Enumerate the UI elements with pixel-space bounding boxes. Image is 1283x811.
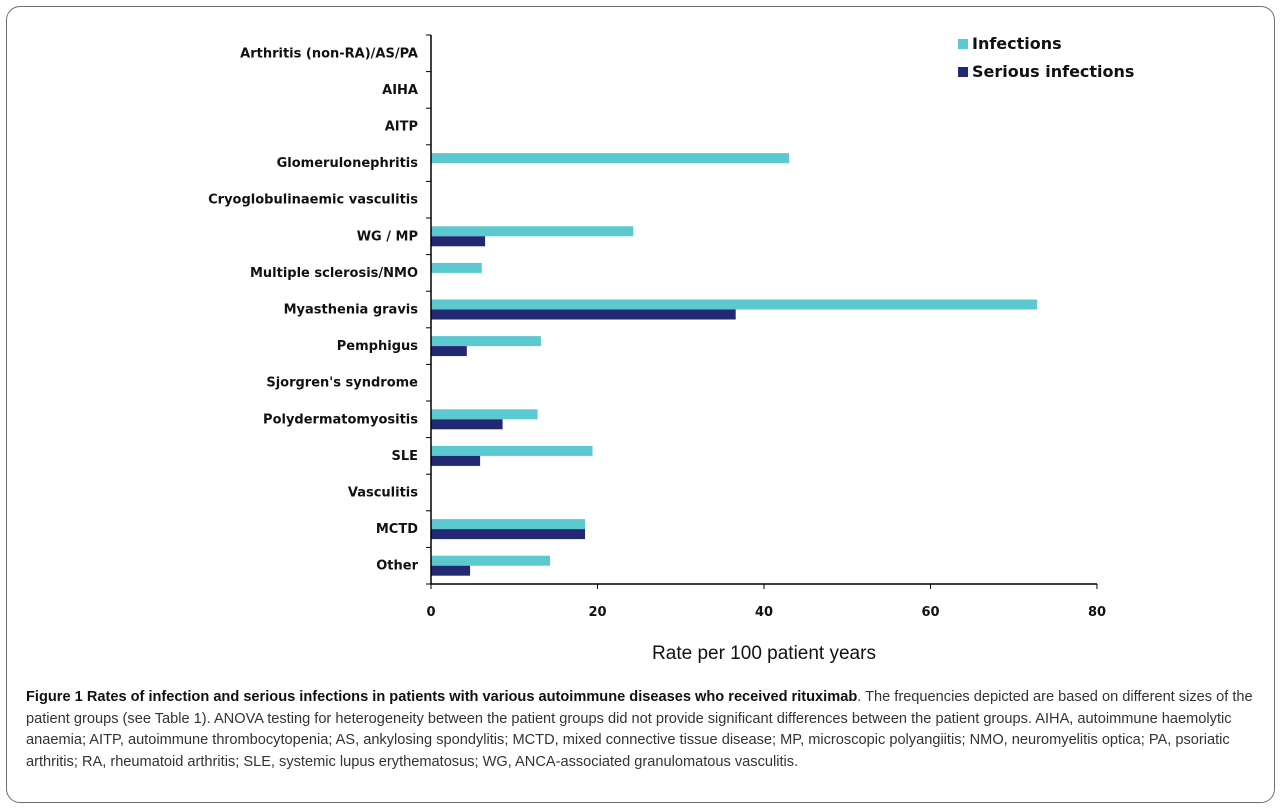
- x-axis-title: Rate per 100 patient years: [652, 643, 876, 664]
- bar-group: [431, 153, 1038, 576]
- category-label: Myasthenia gravis: [284, 303, 419, 318]
- category-labels: Arthritis (non-RA)/AS/PA AIHA AITP Glomerul…: [208, 46, 418, 573]
- serious-infections-bar: [431, 529, 586, 540]
- serious-infections-bar: [431, 309, 736, 320]
- serious-infections-bar: [431, 236, 486, 247]
- figure-frame: [6, 6, 1275, 803]
- serious-infections-bar: [431, 346, 467, 357]
- category-label: Cryoglobulinaemic vasculitis: [208, 193, 418, 208]
- category-label: Vasculitis: [348, 486, 418, 501]
- figure-caption: Figure 1 Rates of infection and serious …: [26, 687, 1262, 773]
- category-label: WG / MP: [357, 229, 418, 244]
- caption-title: Rates of infection and serious infection…: [86, 689, 858, 705]
- x-tick-labels: 0 20 40 60 80: [426, 605, 1106, 620]
- infections-bar: [431, 445, 593, 456]
- legend: Infections Serious infections: [958, 34, 1134, 81]
- category-label: Sjorgren's syndrome: [266, 376, 418, 391]
- legend-swatch-infections: [958, 39, 968, 49]
- category-label: SLE: [391, 449, 418, 464]
- serious-infections-bar: [431, 419, 503, 430]
- category-label: Other: [376, 559, 418, 574]
- caption-label: Figure 1: [26, 689, 83, 705]
- category-label: MCTD: [376, 522, 418, 537]
- infections-bar: [431, 262, 482, 273]
- infections-bar: [431, 226, 634, 237]
- serious-infections-bar: [431, 565, 471, 576]
- caption-body: . The frequencies depicted are based on …: [26, 689, 1253, 770]
- legend-swatch-serious-infections: [958, 67, 968, 77]
- legend-label-serious-infections: Serious infections: [972, 62, 1134, 81]
- chart-axes: [426, 34, 1098, 589]
- x-tick-label: 0: [426, 605, 435, 620]
- category-label: Glomerulonephritis: [277, 156, 419, 171]
- infections-bar: [431, 519, 586, 530]
- infections-bar: [431, 555, 551, 566]
- x-tick-label: 20: [588, 605, 606, 620]
- infections-bar: [431, 336, 541, 347]
- x-tick-label: 60: [921, 605, 939, 620]
- x-tick-label: 80: [1088, 605, 1106, 620]
- category-label: AITP: [385, 120, 418, 135]
- category-label: AIHA: [382, 83, 418, 98]
- bar-chart: Arthritis (non-RA)/AS/PA AIHA AITP Glomerul…: [208, 34, 1134, 664]
- legend-label-infections: Infections: [972, 34, 1062, 53]
- serious-infections-bar: [431, 455, 481, 466]
- category-label: Pemphigus: [337, 339, 418, 354]
- infections-bar: [431, 299, 1038, 310]
- x-tick-label: 40: [755, 605, 773, 620]
- infections-bar: [431, 409, 538, 420]
- category-label: Arthritis (non-RA)/AS/PA: [240, 46, 418, 61]
- category-label: Polydermatomyositis: [263, 412, 418, 427]
- infections-bar: [431, 153, 789, 164]
- category-label: Multiple sclerosis/NMO: [250, 266, 418, 281]
